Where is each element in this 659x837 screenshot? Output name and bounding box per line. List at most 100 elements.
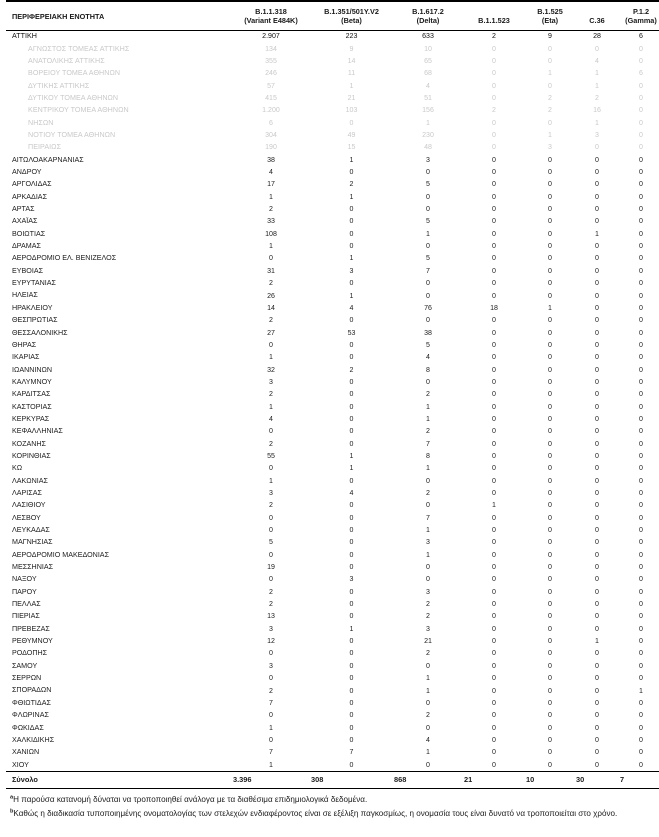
region-name: ΑΕΡΟΔΡΟΜΙΟ ΕΛ. ΒΕΝΙΖΕΛΟΣ: [12, 254, 117, 263]
table-row: ΛΕΣΒΟΥ 0 0 7 0 0 0 0: [6, 512, 659, 524]
column-header-line1: B.1.351/501Y.V2: [324, 7, 379, 16]
cell-v4: 0: [492, 181, 496, 189]
cell-v6: 0: [595, 304, 599, 312]
table-row: ΦΛΩΡΙΝΑΣ 0 0 2 0 0 0 0: [6, 710, 659, 722]
cell-v1: 1: [269, 477, 273, 485]
cell-v3: 7: [426, 514, 430, 522]
cell-v5: 0: [548, 82, 552, 90]
cell-v6: 0: [595, 391, 599, 399]
cell-v2: 0: [349, 687, 354, 695]
cell-v1: 2: [269, 502, 273, 510]
cell-v1: 3: [269, 490, 273, 498]
cell-v3: 0: [426, 206, 430, 214]
cell-v1: 55: [267, 452, 275, 460]
variant-distribution-table: ΠΕΡΙΦΕΡΕΙΑΚΗ ΕΝΟΤΗΤΑ B.1.1.318 (Variant E4…: [6, 0, 659, 789]
cell-v4: 0: [492, 218, 496, 226]
cell-v3: 0: [426, 576, 430, 584]
cell-v7: 0: [639, 144, 643, 152]
region-name: ΠΕΛΛΑΣ: [12, 600, 41, 609]
column-header-line2: (Beta): [341, 16, 362, 26]
cell-v2: 0: [349, 601, 354, 609]
cell-v3: 7: [426, 440, 430, 448]
cell-v6: 0: [595, 601, 599, 609]
cell-v6: 0: [595, 354, 599, 362]
column-header-v2: B.1.351/501Y.V2 (Beta): [310, 0, 393, 31]
cell-v1: 3: [269, 378, 273, 386]
table-subrow: ΚΕΝΤΡΙΚΟΥ ΤΟΜΕΑ ΑΘΗΝΩΝ 1.200 103 156 2 2 16 0: [6, 105, 659, 117]
cell-v4: 0: [492, 465, 496, 473]
table-row: ΑΡΚΑΔΙΑΣ 1 1 0 0 0 0 0: [6, 191, 659, 203]
table-row: ΙΩΑΝΝΙΝΩΝ 32 2 8 0 0 0 0: [6, 364, 659, 376]
table-row: ΚΩ 0 1 1 0 0 0 0: [6, 463, 659, 475]
cell-v7: 0: [639, 712, 643, 720]
cell-v7: 0: [639, 132, 643, 140]
cell-v5: 0: [548, 354, 552, 362]
cell-v1: 1: [269, 761, 273, 769]
cell-v2: 0: [349, 613, 354, 621]
cell-v7: 0: [639, 403, 643, 411]
cell-v3: 0: [426, 761, 430, 769]
table-row: ΑΙΤΩΛΟΑΚΑΡΝΑΝΙΑΣ 38 1 3 0 0 0 0: [6, 154, 659, 166]
cell-v4: 0: [492, 366, 496, 374]
cell-v4: 0: [492, 169, 496, 177]
cell-v2: 0: [349, 712, 354, 720]
cell-v1: 2: [269, 206, 273, 214]
cell-v7: 0: [639, 218, 643, 226]
cell-v1: 355: [265, 57, 277, 65]
cell-v6: 0: [595, 181, 599, 189]
cell-v7: 0: [639, 724, 643, 732]
cell-v6: 16: [593, 107, 601, 115]
cell-v6: 0: [595, 724, 599, 732]
cell-v3: 2: [426, 650, 430, 658]
table-row: ΗΛΕΙΑΣ 26 1 0 0 0 0 0: [6, 290, 659, 302]
total-v4: 21: [463, 771, 525, 789]
cell-v4: 0: [492, 675, 496, 683]
column-header-line2: (Eta): [541, 16, 559, 26]
cell-v1: 0: [269, 650, 273, 658]
cell-v5: 0: [548, 662, 552, 670]
cell-v4: 0: [492, 415, 496, 423]
cell-v7: 0: [639, 539, 643, 547]
cell-v7: 0: [639, 354, 643, 362]
total-v3: 868: [393, 771, 463, 789]
table-row: ΚΑΡΔΙΤΣΑΣ 2 0 2 0 0 0 0: [6, 389, 659, 401]
region-name: ΦΘΙΩΤΙΔΑΣ: [12, 698, 51, 707]
cell-v1: 0: [269, 675, 273, 683]
table-row: ΦΘΙΩΤΙΔΑΣ 7 0 0 0 0 0 0: [6, 697, 659, 709]
footnote-marker: a: [10, 794, 14, 801]
cell-v7: 0: [639, 156, 643, 164]
cell-v4: 1: [492, 502, 496, 510]
cell-v5: 0: [548, 601, 552, 609]
cell-v1: 1.200: [262, 107, 280, 115]
table-row: ΕΥΡΥΤΑΝΙΑΣ 2 0 0 0 0 0 0: [6, 278, 659, 290]
cell-v4: 0: [492, 527, 496, 535]
cell-v7: 0: [639, 292, 643, 300]
cell-v2: 0: [349, 218, 354, 226]
cell-v5: 0: [548, 156, 552, 164]
cell-v5: 0: [548, 255, 552, 263]
cell-v3: 0: [426, 378, 430, 386]
cell-v5: 0: [548, 218, 552, 226]
table-row: ΕΥΒΟΙΑΣ 31 3 7 0 0 0 0: [6, 265, 659, 277]
cell-v7: 0: [639, 95, 643, 103]
cell-v7: 0: [639, 465, 643, 473]
cell-v5: 0: [548, 527, 552, 535]
cell-v2: 0: [349, 699, 354, 707]
cell-v7: 0: [639, 391, 643, 399]
cell-v4: 0: [492, 428, 496, 436]
table-row: ΠΑΡΟΥ 2 0 3 0 0 0 0: [6, 586, 659, 598]
cell-v1: 6: [269, 119, 273, 127]
cell-v3: 1: [426, 749, 430, 757]
column-header-line1: B.1.525: [537, 7, 563, 16]
cell-v1: 108: [265, 230, 277, 238]
cell-v6: 0: [595, 267, 599, 275]
cell-v3: 51: [424, 95, 432, 103]
table-row: ΑΡΤΑΣ 2 0 0 0 0 0 0: [6, 203, 659, 215]
cell-v3: 3: [426, 625, 430, 633]
region-name: ΣΕΡΡΩΝ: [12, 674, 42, 683]
cell-v6: 0: [595, 551, 599, 559]
total-label: Σύνολο: [6, 771, 232, 789]
cell-v4: 0: [492, 601, 496, 609]
cell-v2: 0: [349, 119, 354, 127]
cell-v3: 1: [426, 675, 430, 683]
